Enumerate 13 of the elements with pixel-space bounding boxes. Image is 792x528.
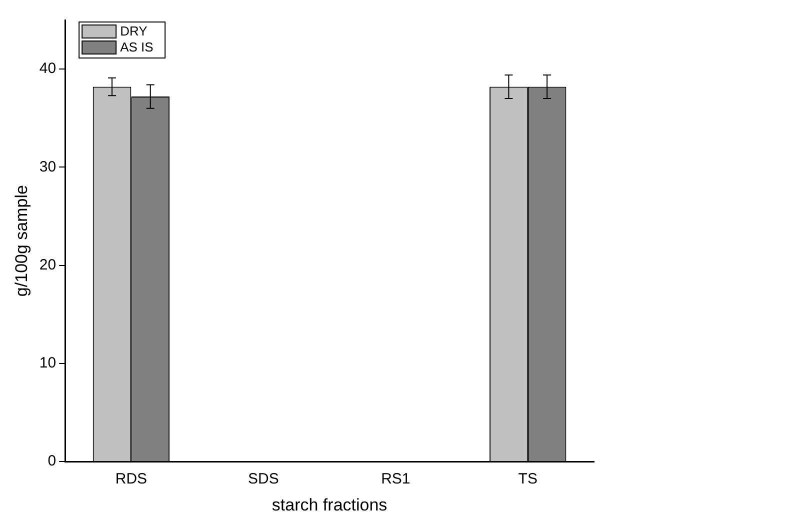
x-tick-label: RS1 [381, 470, 410, 488]
y-axis-title: g/100g sample [12, 185, 31, 297]
legend-label: AS IS [120, 40, 154, 55]
y-tick-label: 10 [39, 354, 56, 372]
x-tick-label: SDS [248, 470, 279, 488]
x-tick-label: TS [518, 470, 538, 488]
x-tick-label: RDS [115, 470, 148, 488]
y-tick-label: 0 [48, 452, 56, 470]
y-tick-label: 30 [39, 158, 56, 176]
legend-label: DRY [120, 24, 148, 39]
y-tick-label: 20 [39, 256, 56, 274]
y-tick-label: 40 [39, 60, 56, 78]
x-axis-title: starch fractions [272, 495, 388, 514]
